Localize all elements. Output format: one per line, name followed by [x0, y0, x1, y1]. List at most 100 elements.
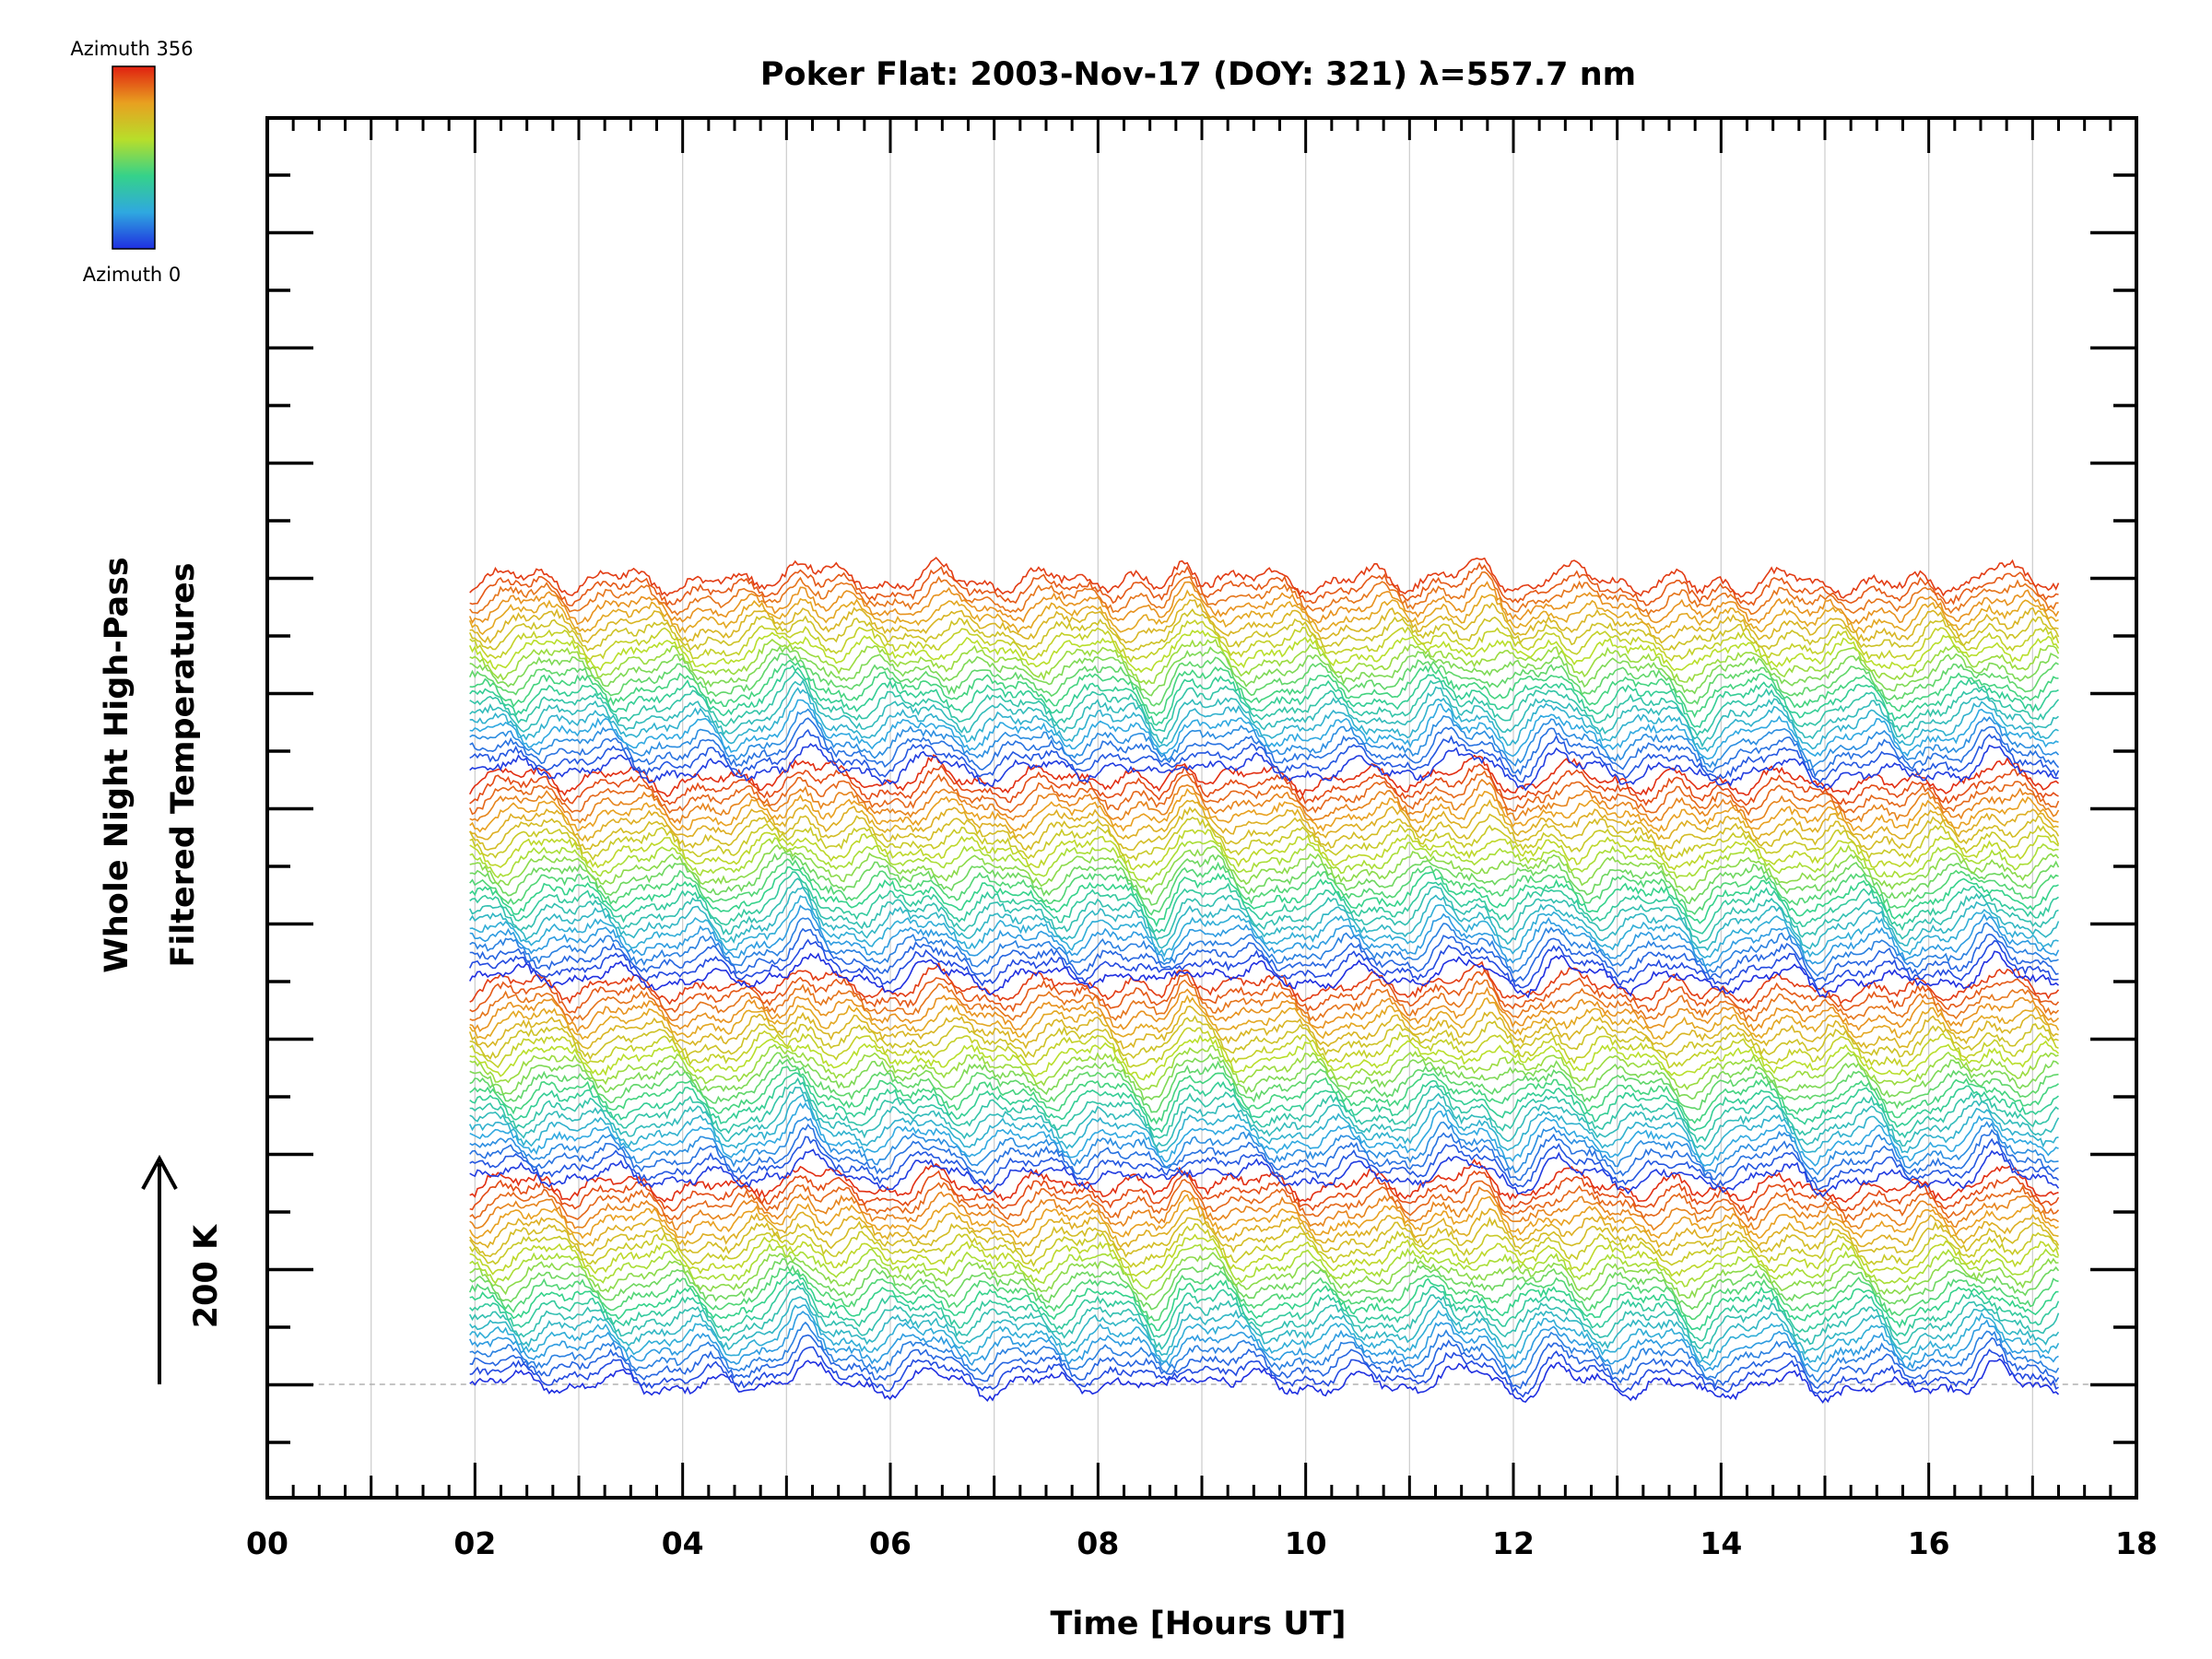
series-line	[468, 1093, 2059, 1159]
series-line	[469, 1052, 2060, 1101]
series-line	[469, 1304, 2060, 1367]
series-line	[469, 1072, 2059, 1134]
series-line	[469, 638, 2060, 686]
series-line	[468, 806, 2060, 853]
series-line	[469, 728, 2060, 784]
series-line	[468, 950, 2060, 999]
series-line	[468, 1311, 2059, 1372]
series-line	[469, 1065, 2059, 1125]
x-tick-label: 06	[869, 1525, 912, 1561]
series-line	[469, 659, 2059, 719]
series-line	[469, 1034, 2060, 1081]
series-line	[469, 858, 2059, 916]
series-line	[468, 1265, 2059, 1322]
series-line	[469, 1346, 2059, 1398]
series-line	[468, 653, 2059, 707]
y-axis-label-line1: Whole Night High-Pass	[99, 557, 135, 972]
series-line	[469, 927, 2059, 983]
series-line	[468, 589, 2059, 636]
series-line	[469, 895, 2059, 959]
series-line	[469, 1027, 2059, 1069]
series-line	[469, 1222, 2060, 1268]
series-line	[469, 1321, 2060, 1383]
series-line	[469, 708, 2060, 770]
series-line	[469, 1178, 2060, 1223]
series-line	[469, 960, 2060, 1006]
series-line	[469, 865, 2059, 928]
series-line	[469, 1186, 2059, 1231]
series-line	[469, 1216, 2060, 1259]
x-tick-label: 18	[2115, 1525, 2158, 1561]
series-line	[469, 1242, 2059, 1289]
x-tick-label: 04	[662, 1525, 704, 1561]
series-line	[469, 571, 2059, 617]
series-line	[469, 829, 2060, 871]
y-axis-label-line2: Filtered Temperatures	[165, 562, 202, 967]
colorbar	[112, 65, 156, 250]
series-line	[469, 1043, 2059, 1091]
series-line	[469, 778, 2060, 825]
series-line	[469, 1251, 2059, 1301]
series-line	[469, 1258, 2060, 1311]
series-line	[468, 877, 2059, 945]
series-line	[469, 670, 2060, 737]
x-tick-label: 00	[246, 1525, 288, 1561]
series-line	[469, 1148, 2060, 1198]
x-tick-label: 02	[453, 1525, 496, 1561]
series-line	[469, 871, 2059, 935]
series-line	[469, 664, 2059, 728]
series-line	[468, 754, 2060, 798]
series-line	[469, 1170, 2060, 1213]
series-line	[468, 770, 2060, 817]
series-line	[469, 619, 2060, 664]
x-tick-label: 14	[1700, 1525, 1742, 1561]
series-line	[469, 1233, 2060, 1277]
series-line	[469, 699, 2059, 760]
series-line	[469, 1123, 2059, 1183]
series-line	[469, 599, 2059, 644]
x-ticks: 00 02 04 06 08 10 12 14 16 18	[246, 118, 2158, 1561]
series-line	[469, 1278, 2060, 1342]
series-line	[469, 886, 2060, 952]
series-line	[469, 1058, 2059, 1113]
scale-arrow	[141, 1154, 178, 1384]
series-line	[469, 1087, 2060, 1151]
series-line	[469, 1206, 2059, 1249]
x-axis-label: Time [Hours UT]	[1050, 1606, 1346, 1642]
colorbar-top-label: Azimuth 356	[70, 38, 193, 60]
series-line	[469, 1358, 2060, 1405]
series-line	[469, 1159, 2059, 1204]
x-tick-label: 10	[1285, 1525, 1327, 1561]
series-line	[469, 917, 2059, 977]
x-tick-label: 12	[1492, 1525, 1535, 1561]
series-line	[469, 837, 2059, 883]
series-line	[468, 1194, 2059, 1240]
series-line	[469, 1271, 2059, 1332]
x-tick-label: 08	[1077, 1525, 1119, 1561]
series-line	[469, 843, 2060, 896]
series-line	[469, 1015, 2059, 1061]
series-group	[468, 556, 2060, 1405]
series-line	[469, 678, 2059, 748]
series-line	[469, 1116, 2059, 1176]
series-line	[469, 994, 2060, 1041]
series-line	[469, 1135, 2060, 1191]
series-line	[469, 787, 2059, 833]
scale-label: 200 K	[188, 1223, 225, 1328]
series-line	[469, 1296, 2060, 1360]
series-line	[469, 979, 2060, 1023]
series-line	[469, 556, 2060, 599]
series-line	[469, 969, 2060, 1014]
series-line	[468, 629, 2060, 674]
series-line	[469, 1077, 2059, 1144]
series-line	[469, 817, 2060, 862]
chart-title: Poker Flat: 2003-Nov-17 (DOY: 321) λ=557…	[760, 56, 1636, 93]
series-line	[469, 1101, 2059, 1167]
series-line	[469, 561, 2059, 606]
series-line	[469, 904, 2060, 968]
series-line	[469, 763, 2059, 806]
colorbar-bottom-label: Azimuth 0	[83, 264, 182, 286]
x-tick-label: 16	[1908, 1525, 1950, 1561]
